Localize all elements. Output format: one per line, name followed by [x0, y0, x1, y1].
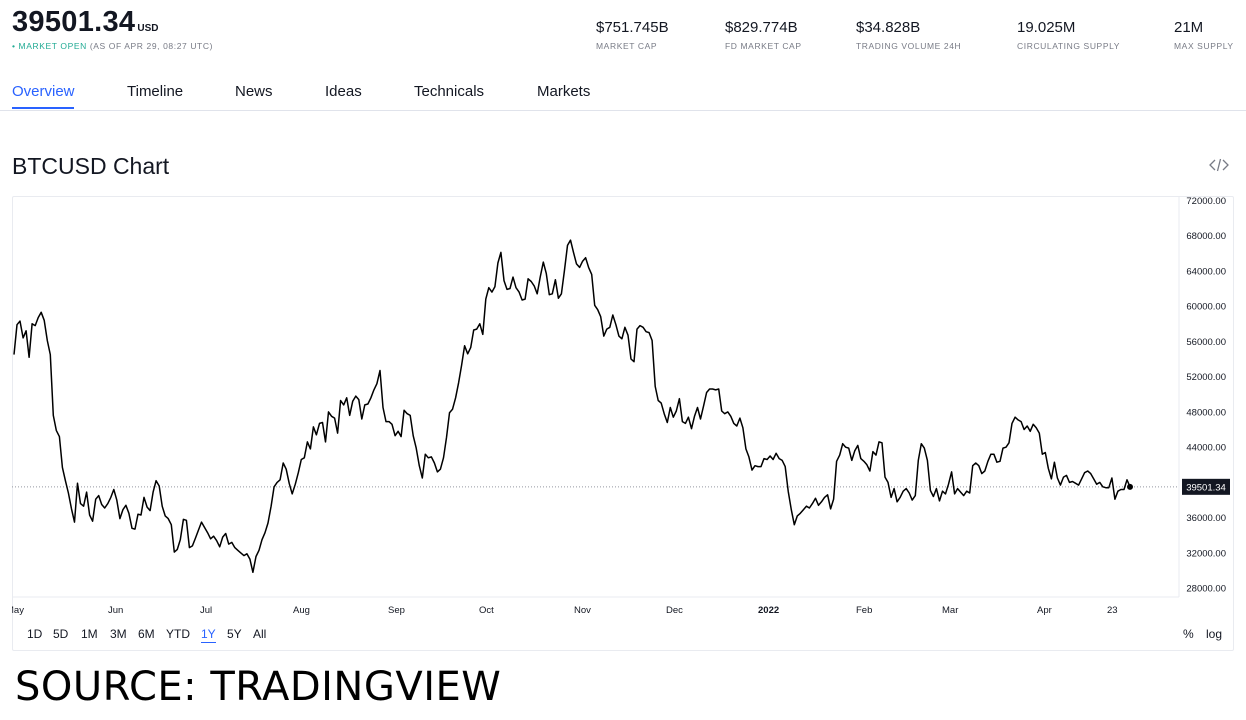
range-selector: 1D 5D 1M 3M 6M YTD 1Y 5Y All % log [0, 627, 1246, 647]
x-tick-label: May [12, 605, 24, 616]
last-price-label: 39501.34 [1182, 478, 1230, 495]
tab-bar: Overview Timeline News Ideas Technicals … [0, 80, 1246, 111]
last-price-label-text: 39501.34 [1186, 482, 1226, 493]
stat-label: FD MARKET CAP [725, 41, 802, 51]
last-price-dot [1127, 483, 1133, 490]
y-tick-label: 28000.00 [1186, 584, 1226, 595]
stat-value: $751.745B [596, 19, 669, 36]
tab-ideas[interactable]: Ideas [325, 83, 362, 100]
current-price: 39501.34 [12, 6, 136, 38]
y-tick-label: 60000.00 [1186, 302, 1226, 313]
price-chart[interactable]: 72000.00 68000.00 64000.00 60000.00 56000.00… [12, 196, 1234, 616]
stat-trading-volume: $34.828B TRADING VOLUME 24H [856, 19, 961, 51]
percent-scale-toggle[interactable]: % [1183, 627, 1194, 641]
range-3m[interactable]: 3M [110, 627, 127, 641]
y-tick-label: 44000.00 [1186, 443, 1226, 454]
active-tab-indicator [12, 107, 74, 109]
x-tick-label: Mar [942, 605, 958, 616]
market-open-label: MARKET OPEN [18, 41, 87, 51]
x-tick-label: Oct [479, 605, 494, 616]
x-tick-label: Sep [388, 605, 405, 616]
source-caption: SOURCE: TRADINGVIEW [15, 664, 502, 710]
price-currency: USD [137, 23, 159, 34]
x-tick-label: Jul [200, 605, 212, 616]
y-tick-label: 72000.00 [1186, 196, 1226, 207]
market-status: • MARKET OPEN (AS OF APR 29, 08:27 UTC) [12, 41, 213, 51]
range-ytd[interactable]: YTD [166, 627, 190, 641]
stat-value: 21M [1174, 19, 1204, 36]
price-header: 39501.34 USD [12, 6, 158, 39]
status-timestamp: (AS OF APR 29, 08:27 UTC) [89, 41, 214, 51]
y-tick-label: 64000.00 [1186, 266, 1226, 277]
chart-panel [12, 196, 1234, 651]
y-axis: 72000.00 68000.00 64000.00 60000.00 56000.00… [1186, 196, 1226, 595]
x-tick-label: 2022 [758, 605, 779, 616]
x-tick-label: Dec [666, 605, 683, 616]
y-tick-label: 36000.00 [1186, 513, 1226, 524]
x-tick-label: Jun [108, 605, 123, 616]
range-1m[interactable]: 1M [81, 627, 98, 641]
y-tick-label: 48000.00 [1186, 407, 1226, 418]
y-tick-label: 52000.00 [1186, 372, 1226, 383]
range-5d[interactable]: 5D [53, 627, 69, 641]
stat-label: MARKET CAP [596, 41, 658, 51]
range-all[interactable]: All [253, 627, 267, 641]
stat-value: $829.774B [725, 19, 798, 36]
stat-label: CIRCULATING SUPPLY [1017, 41, 1121, 51]
stat-label: MAX SUPPLY [1174, 41, 1234, 51]
status-dot-icon: • [12, 41, 16, 51]
range-5y[interactable]: 5Y [227, 627, 242, 641]
tab-timeline[interactable]: Timeline [127, 83, 184, 100]
stat-max-supply: 21M MAX SUPPLY [1174, 19, 1234, 51]
stat-circulating-supply: 19.025M CIRCULATING SUPPLY [1017, 19, 1120, 51]
x-tick-label: Feb [856, 605, 872, 616]
x-tick-label: Aug [293, 605, 310, 616]
code-embed-icon[interactable] [1209, 157, 1229, 173]
range-1y[interactable]: 1Y [201, 627, 216, 643]
stat-fd-market-cap: $829.774B FD MARKET CAP [725, 19, 802, 51]
tab-markets[interactable]: Markets [537, 83, 591, 100]
x-tick-label: Nov [574, 605, 591, 616]
log-scale-toggle[interactable]: log [1206, 627, 1223, 641]
x-axis: May Jun Jul Aug Sep Oct Nov Dec 2022 Feb Mar Apr 23 [12, 605, 1118, 616]
range-6m[interactable]: 6M [138, 627, 155, 641]
tab-technicals[interactable]: Technicals [414, 83, 485, 100]
stat-market-cap: $751.745B MARKET CAP [596, 19, 669, 51]
x-tick-label: Apr [1037, 605, 1052, 616]
btcusd-series-line [13, 239, 1131, 574]
y-tick-label: 56000.00 [1186, 337, 1226, 348]
stat-value: $34.828B [856, 19, 921, 36]
y-tick-label: 32000.00 [1186, 548, 1226, 559]
tab-news[interactable]: News [235, 83, 273, 100]
range-1d[interactable]: 1D [27, 627, 43, 641]
y-tick-label: 68000.00 [1186, 231, 1226, 242]
stat-label: TRADING VOLUME 24H [856, 41, 962, 51]
chart-title: BTCUSD Chart [12, 153, 170, 179]
x-tick-label: 23 [1107, 605, 1118, 616]
last-price-label-bg [1182, 478, 1230, 495]
tab-overview[interactable]: Overview [12, 83, 75, 100]
stat-value: 19.025M [1017, 19, 1076, 36]
